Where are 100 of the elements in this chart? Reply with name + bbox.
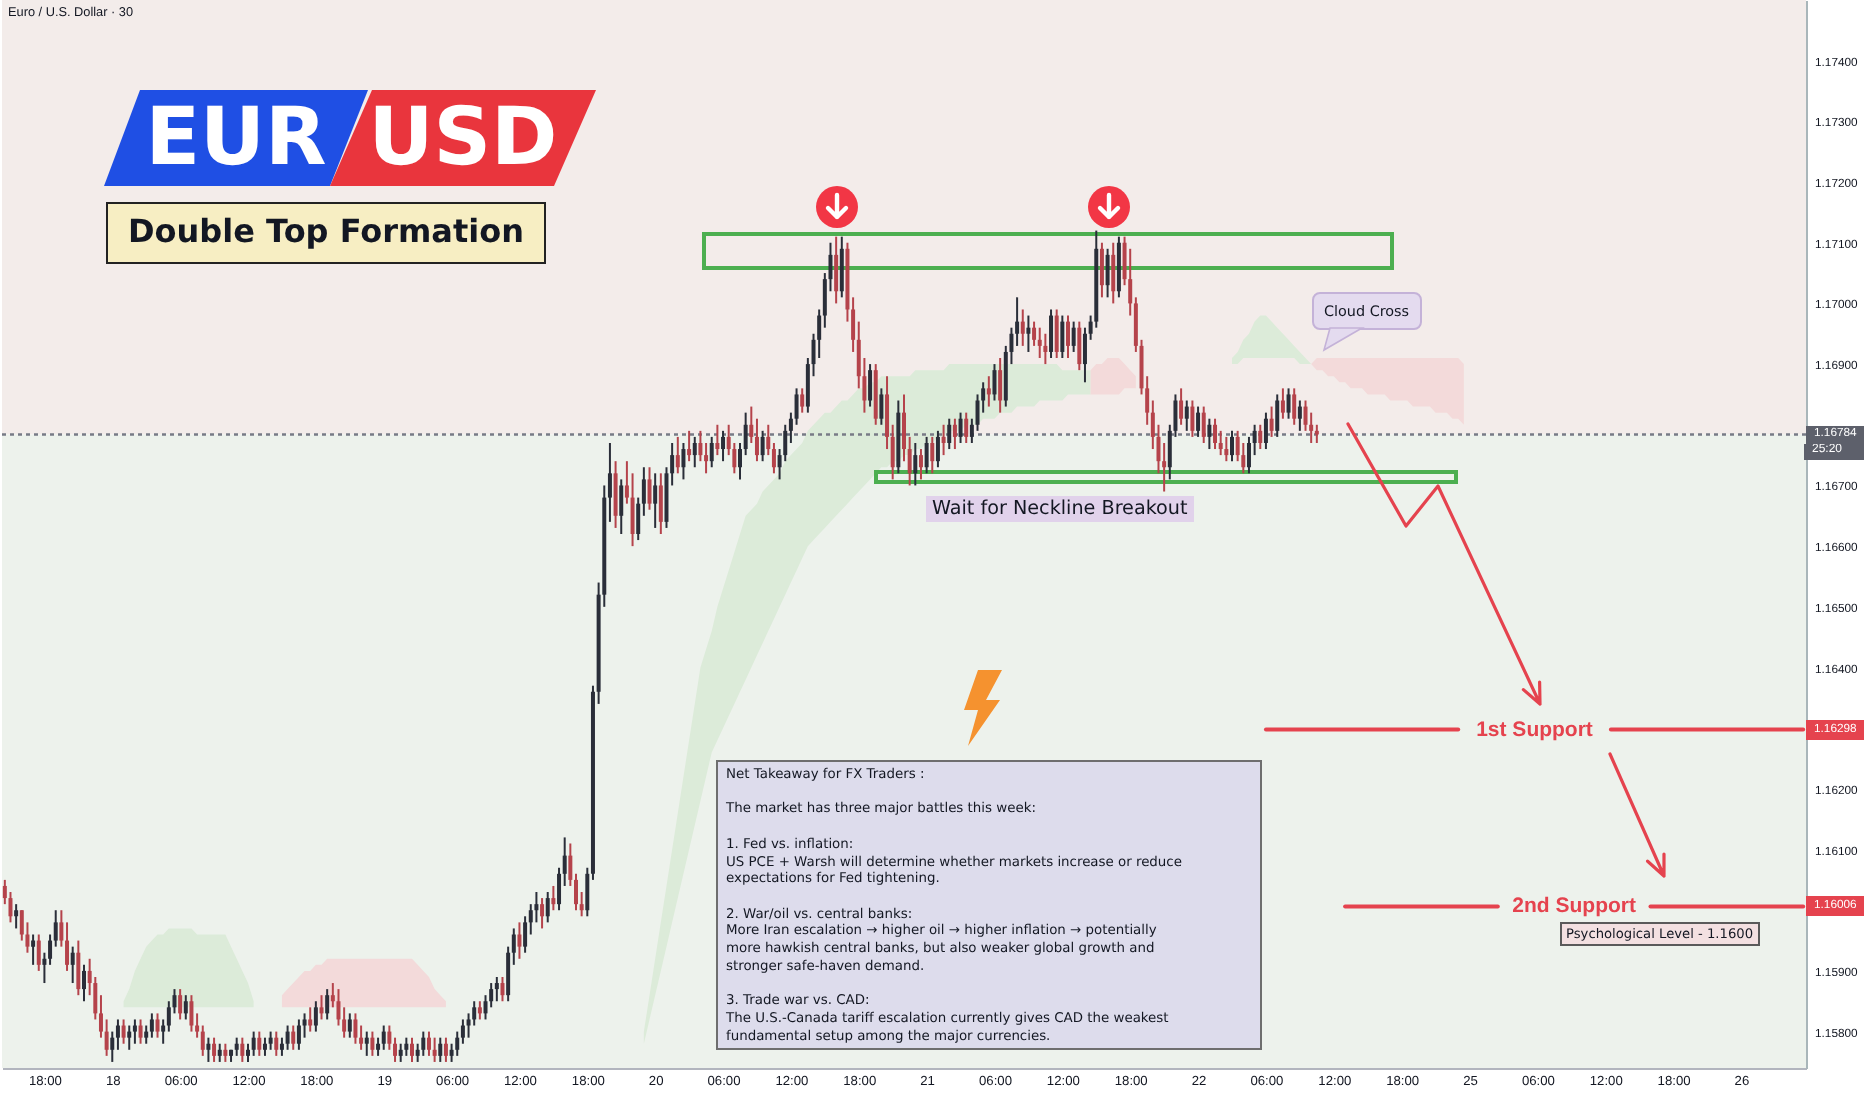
candlestick [517,921,522,960]
candlestick [31,933,36,966]
annotation: USD [366,90,560,186]
candlestick [721,429,726,463]
candlestick [1297,399,1302,432]
candlestick [1043,332,1048,366]
candlestick [240,1036,245,1063]
candlestick [613,460,618,529]
candlestick [410,1036,414,1063]
candlestick [1071,320,1076,353]
candlestick [1020,308,1025,347]
candlestick [800,387,805,414]
candlestick [692,435,697,469]
candlestick [268,1030,273,1051]
candlestick [262,1036,267,1057]
candlestick [291,1024,296,1051]
candlestick [1258,423,1263,451]
candlestick [149,1012,154,1039]
candlestick [132,1018,137,1045]
candlestick [1099,241,1104,299]
candlestick [155,1012,160,1039]
legend-label: 1st Support [1476,717,1593,742]
candlestick [1213,417,1218,451]
candlestick [545,891,550,924]
candlestick [868,363,873,408]
candlestick [127,1024,132,1051]
candlestick [1207,417,1212,451]
candlestick [308,1006,313,1033]
candlestick [1286,387,1291,420]
candlestick [675,435,680,475]
candlestick [930,435,935,475]
candlestick [839,235,844,299]
candlestick [681,441,686,481]
candlestick [313,1000,318,1033]
candlestick [1224,435,1229,463]
annotation: Wait for Neckline Breakout [926,496,1194,522]
candlestick [1111,241,1116,305]
candlestick [251,1030,256,1057]
candlestick [121,1018,126,1045]
candlestick [76,939,81,997]
candlestick [381,1024,386,1051]
candlestick [1026,314,1031,353]
candlestick [1263,411,1268,451]
candlestick [438,1036,443,1063]
legend-label: 2nd Support [1512,894,1636,919]
candlestick [82,963,86,1003]
candlestick [477,1000,482,1021]
candlestick [1269,405,1274,438]
candlestick [1292,387,1297,426]
candlestick [551,884,556,912]
candlestick [500,975,505,1003]
candlestick [918,448,923,481]
candlestick [879,387,884,426]
candlestick [1190,399,1195,438]
candlestick [1280,387,1285,420]
candlestick [296,1018,301,1051]
candlestick [1077,320,1082,372]
candlestick [353,1012,358,1045]
candlestick [992,363,997,402]
candlestick [70,945,75,985]
candlestick [223,1042,228,1063]
candlestick [658,472,663,535]
candlestick [443,1036,448,1063]
candlestick [647,466,652,511]
candlestick [935,429,940,469]
candlestick [138,1018,143,1045]
candlestick [36,933,41,972]
candlestick [1275,393,1280,438]
candlestick [709,435,714,469]
candlestick [426,1030,431,1057]
candlestick [947,417,952,451]
text: Double Top Formation [106,202,546,264]
candlestick [986,375,991,408]
annotation: EUR [143,90,329,186]
candlestick [398,1042,403,1063]
candlestick [1196,405,1201,438]
candlestick [1230,429,1234,463]
candlestick [14,903,19,930]
candlestick [1105,247,1110,299]
candlestick [257,1030,262,1057]
candlestick [404,1036,409,1057]
candlestick [998,357,1003,414]
candlestick [234,1036,239,1057]
candlestick [924,435,929,475]
candlestick [1054,308,1059,360]
candlestick [1184,399,1189,432]
candlestick [964,411,969,444]
candlestick [274,1030,279,1057]
candlestick [1037,326,1042,360]
candlestick [285,1024,290,1051]
candlestick [540,897,545,930]
candlestick [760,429,765,463]
candlestick [1060,314,1065,360]
candlestick [319,994,324,1021]
candlestick [494,975,499,1003]
candlestick [834,235,839,305]
candlestick [206,1036,211,1063]
candlestick [1066,314,1070,360]
candlestick [1201,405,1206,444]
candlestick [421,1030,426,1057]
